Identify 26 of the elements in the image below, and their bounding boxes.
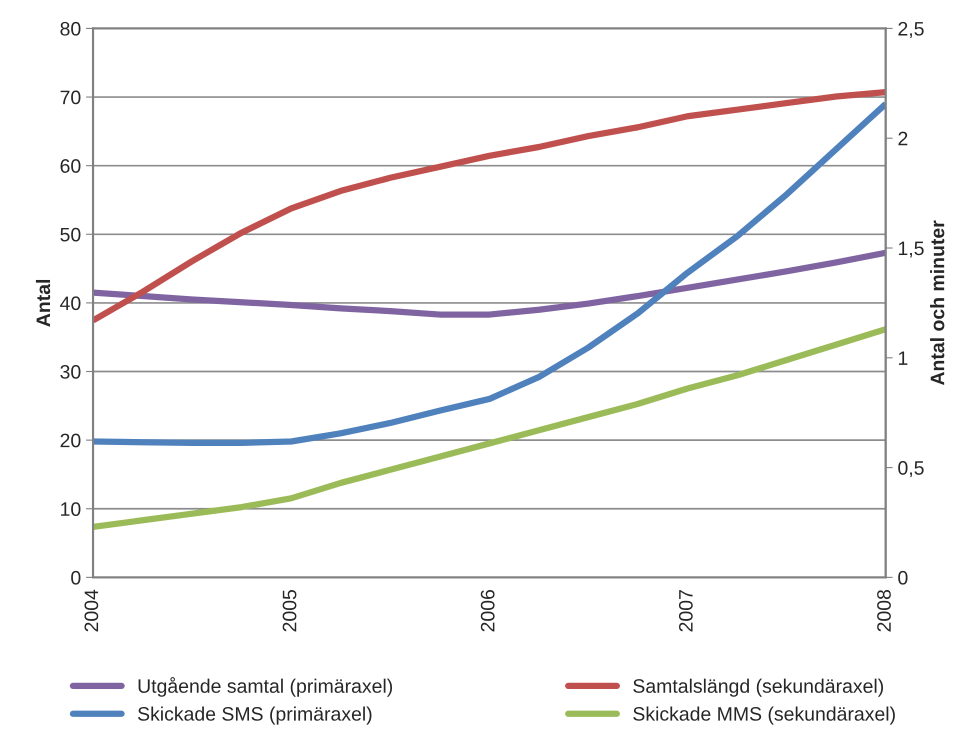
y2-tick-label: 2	[898, 132, 908, 146]
y2-tick-label: 2,5	[898, 22, 924, 38]
x-tick-label: 2008	[877, 590, 891, 632]
y-tick-label: 20	[60, 434, 80, 448]
y-tick-label: 50	[60, 228, 80, 242]
y-tick-label: 30	[60, 364, 80, 379]
x-tick-label: 2007	[678, 590, 693, 632]
x-tick-label: 2006	[480, 590, 495, 632]
y2-tick-label: 0,5	[898, 461, 924, 478]
legend-label: Utgående samtal (primäraxel)	[138, 677, 392, 697]
x-tick-label: 2004	[84, 590, 98, 632]
y2-tick-label: 1,5	[898, 242, 924, 258]
y-tick-label: 0	[71, 570, 80, 585]
y-tick-label: 70	[60, 90, 80, 104]
y2-axis-title: Antal och minuter	[930, 220, 944, 386]
y-tick-label: 40	[60, 296, 80, 310]
legend-label: Skickade MMS (sekundäraxel)	[633, 706, 895, 725]
y-tick-label: 80	[60, 22, 80, 36]
y-tick-label: 10	[61, 502, 80, 516]
y-axis-title: Antal	[36, 280, 50, 327]
y-tick-label: 60	[60, 159, 80, 173]
legend-label: Skickade SMS (primäraxel)	[138, 706, 372, 725]
x-tick-label: 2005	[282, 590, 296, 632]
y2-tick-label: 1	[898, 351, 908, 365]
legend-label: Samtalslängd (sekundäraxel)	[633, 678, 884, 697]
y2-tick-label: 0	[898, 570, 908, 585]
